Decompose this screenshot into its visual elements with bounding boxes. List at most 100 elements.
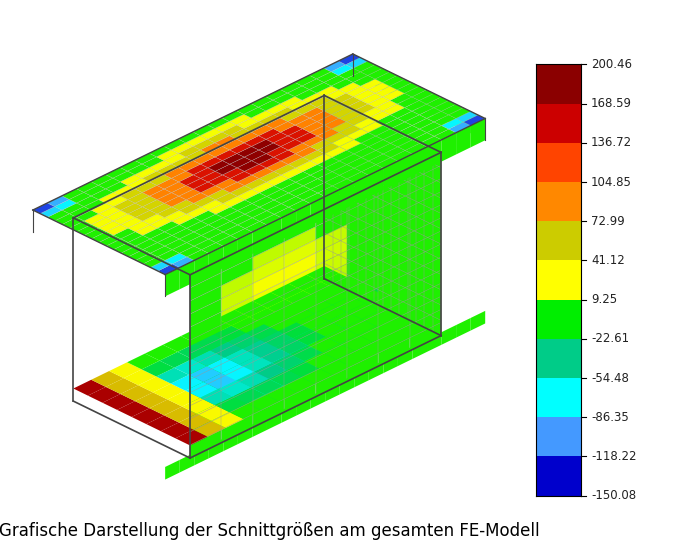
Polygon shape — [91, 203, 113, 214]
Polygon shape — [190, 390, 221, 419]
Polygon shape — [339, 68, 361, 79]
Polygon shape — [410, 283, 441, 312]
Polygon shape — [178, 343, 210, 359]
Polygon shape — [361, 122, 383, 133]
Polygon shape — [143, 200, 164, 211]
Polygon shape — [378, 298, 409, 327]
Polygon shape — [230, 228, 253, 239]
Polygon shape — [215, 122, 237, 132]
Polygon shape — [332, 176, 341, 195]
Bar — [536, 143, 581, 182]
Polygon shape — [374, 227, 383, 246]
Polygon shape — [113, 242, 136, 253]
Polygon shape — [349, 199, 358, 218]
Text: -118.22: -118.22 — [591, 450, 636, 463]
Polygon shape — [400, 254, 407, 273]
Polygon shape — [221, 257, 253, 286]
Polygon shape — [139, 376, 171, 393]
Text: 72.99: 72.99 — [591, 214, 625, 228]
Polygon shape — [332, 191, 341, 211]
Polygon shape — [109, 362, 141, 378]
Polygon shape — [267, 161, 288, 171]
Polygon shape — [360, 79, 382, 90]
Polygon shape — [171, 375, 204, 391]
Polygon shape — [400, 132, 407, 151]
Polygon shape — [405, 129, 427, 139]
Polygon shape — [433, 240, 441, 259]
Polygon shape — [146, 416, 178, 431]
Polygon shape — [349, 108, 358, 127]
Polygon shape — [407, 273, 416, 293]
Polygon shape — [215, 164, 237, 175]
Polygon shape — [424, 221, 433, 240]
Polygon shape — [383, 185, 391, 204]
Polygon shape — [433, 301, 441, 320]
Polygon shape — [91, 371, 124, 387]
Polygon shape — [354, 161, 376, 172]
Polygon shape — [369, 154, 391, 165]
Polygon shape — [135, 393, 167, 408]
Polygon shape — [237, 161, 259, 171]
Polygon shape — [245, 207, 267, 218]
Polygon shape — [463, 108, 470, 133]
Polygon shape — [332, 252, 341, 272]
Polygon shape — [391, 128, 400, 147]
Polygon shape — [410, 179, 441, 207]
Polygon shape — [181, 327, 214, 343]
Polygon shape — [142, 185, 164, 196]
Polygon shape — [346, 115, 368, 125]
Bar — [536, 456, 581, 496]
Polygon shape — [331, 64, 353, 75]
Polygon shape — [163, 336, 195, 352]
Polygon shape — [296, 314, 329, 329]
Polygon shape — [383, 231, 391, 250]
Polygon shape — [324, 218, 332, 237]
Polygon shape — [288, 114, 309, 125]
Polygon shape — [253, 268, 284, 297]
Polygon shape — [302, 136, 325, 147]
Polygon shape — [172, 200, 194, 211]
Polygon shape — [179, 232, 202, 242]
Polygon shape — [419, 86, 426, 111]
Polygon shape — [410, 205, 441, 233]
Polygon shape — [251, 139, 274, 150]
Polygon shape — [113, 214, 135, 225]
Polygon shape — [410, 323, 441, 351]
Polygon shape — [178, 161, 200, 171]
Polygon shape — [378, 194, 409, 222]
Polygon shape — [284, 318, 316, 347]
Polygon shape — [221, 323, 253, 351]
Polygon shape — [338, 54, 360, 64]
Polygon shape — [273, 122, 295, 132]
Polygon shape — [383, 124, 391, 143]
Polygon shape — [375, 65, 382, 90]
Text: -54.48: -54.48 — [591, 371, 629, 385]
Polygon shape — [200, 143, 222, 153]
Polygon shape — [384, 161, 398, 190]
Polygon shape — [221, 414, 253, 443]
Polygon shape — [208, 189, 230, 200]
Polygon shape — [383, 292, 391, 311]
Polygon shape — [349, 169, 358, 188]
Polygon shape — [290, 346, 322, 361]
Polygon shape — [368, 61, 375, 86]
Polygon shape — [354, 90, 375, 100]
Polygon shape — [416, 247, 424, 267]
Polygon shape — [135, 211, 158, 221]
Polygon shape — [341, 226, 349, 245]
Polygon shape — [324, 263, 332, 283]
Polygon shape — [332, 115, 341, 134]
Polygon shape — [190, 351, 221, 380]
Polygon shape — [284, 279, 316, 307]
Polygon shape — [120, 160, 142, 171]
Polygon shape — [375, 86, 397, 97]
Polygon shape — [102, 394, 135, 410]
Polygon shape — [194, 225, 216, 235]
Polygon shape — [172, 257, 194, 268]
Polygon shape — [354, 133, 376, 143]
Polygon shape — [282, 306, 314, 323]
Polygon shape — [410, 165, 441, 194]
Polygon shape — [253, 229, 284, 257]
Polygon shape — [281, 111, 302, 122]
Polygon shape — [132, 408, 164, 424]
